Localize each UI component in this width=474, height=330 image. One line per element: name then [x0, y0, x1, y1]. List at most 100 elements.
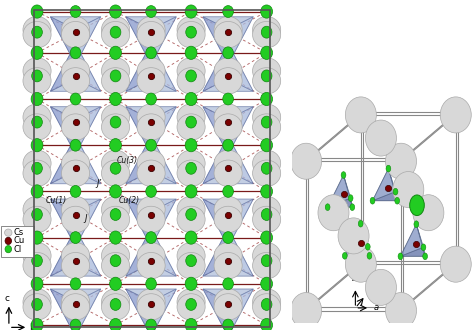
- Circle shape: [186, 162, 196, 174]
- Text: c: c: [367, 289, 371, 298]
- Ellipse shape: [253, 289, 281, 315]
- Circle shape: [109, 277, 121, 290]
- Ellipse shape: [253, 114, 281, 140]
- Ellipse shape: [413, 195, 444, 231]
- Ellipse shape: [177, 16, 205, 43]
- Ellipse shape: [291, 292, 322, 329]
- Polygon shape: [75, 107, 100, 154]
- Ellipse shape: [137, 68, 165, 94]
- Polygon shape: [328, 175, 352, 207]
- Ellipse shape: [177, 160, 205, 186]
- Circle shape: [185, 185, 197, 198]
- Ellipse shape: [137, 289, 165, 315]
- Polygon shape: [228, 107, 253, 154]
- Polygon shape: [151, 289, 176, 330]
- Circle shape: [32, 298, 42, 310]
- Circle shape: [414, 221, 419, 228]
- Ellipse shape: [23, 206, 51, 233]
- Circle shape: [261, 277, 273, 290]
- Polygon shape: [203, 136, 228, 184]
- Polygon shape: [50, 136, 75, 184]
- Ellipse shape: [137, 58, 165, 84]
- Polygon shape: [401, 247, 425, 256]
- Ellipse shape: [177, 104, 205, 130]
- Polygon shape: [50, 107, 75, 154]
- Circle shape: [261, 318, 273, 330]
- Circle shape: [32, 255, 42, 267]
- Ellipse shape: [177, 58, 205, 84]
- Polygon shape: [126, 289, 151, 330]
- Polygon shape: [126, 263, 176, 276]
- Polygon shape: [203, 44, 253, 91]
- Polygon shape: [126, 107, 176, 119]
- Ellipse shape: [62, 104, 90, 130]
- Circle shape: [146, 319, 156, 330]
- Ellipse shape: [177, 21, 205, 48]
- Polygon shape: [75, 199, 100, 247]
- Circle shape: [341, 172, 346, 179]
- Polygon shape: [203, 107, 253, 119]
- Circle shape: [261, 5, 273, 18]
- Circle shape: [70, 232, 81, 244]
- Ellipse shape: [137, 160, 165, 186]
- Text: a: a: [374, 304, 379, 313]
- Circle shape: [186, 70, 196, 82]
- Polygon shape: [126, 136, 151, 184]
- FancyBboxPatch shape: [1, 226, 34, 257]
- Circle shape: [31, 46, 43, 59]
- Polygon shape: [126, 199, 176, 212]
- Ellipse shape: [137, 104, 165, 130]
- Polygon shape: [50, 79, 100, 91]
- Circle shape: [386, 165, 391, 172]
- Ellipse shape: [101, 114, 129, 140]
- Ellipse shape: [137, 16, 165, 43]
- Ellipse shape: [214, 16, 242, 43]
- Polygon shape: [75, 289, 100, 330]
- Polygon shape: [373, 169, 397, 201]
- Polygon shape: [126, 171, 176, 184]
- Ellipse shape: [365, 120, 396, 156]
- Ellipse shape: [101, 150, 129, 177]
- Ellipse shape: [62, 294, 90, 320]
- Ellipse shape: [253, 16, 281, 43]
- Ellipse shape: [101, 294, 129, 320]
- Polygon shape: [228, 17, 253, 64]
- Circle shape: [223, 185, 233, 197]
- Ellipse shape: [62, 150, 90, 177]
- Ellipse shape: [214, 252, 242, 279]
- Ellipse shape: [177, 206, 205, 233]
- Polygon shape: [151, 44, 176, 91]
- Ellipse shape: [214, 150, 242, 177]
- Ellipse shape: [214, 68, 242, 94]
- Ellipse shape: [137, 243, 165, 269]
- Text: J’: J’: [96, 180, 101, 188]
- Circle shape: [110, 70, 121, 82]
- Ellipse shape: [101, 160, 129, 186]
- Ellipse shape: [214, 289, 242, 315]
- Polygon shape: [203, 199, 253, 212]
- Ellipse shape: [253, 243, 281, 269]
- Polygon shape: [203, 289, 253, 302]
- Circle shape: [261, 92, 273, 106]
- Polygon shape: [50, 289, 75, 330]
- Polygon shape: [203, 136, 253, 184]
- Polygon shape: [203, 199, 228, 247]
- Polygon shape: [75, 44, 100, 91]
- Polygon shape: [203, 263, 253, 276]
- Circle shape: [423, 253, 428, 260]
- Circle shape: [261, 70, 272, 82]
- Polygon shape: [126, 228, 176, 276]
- Ellipse shape: [101, 68, 129, 94]
- Polygon shape: [203, 107, 253, 154]
- Text: Cu(2): Cu(2): [118, 196, 140, 205]
- Ellipse shape: [62, 196, 90, 223]
- Circle shape: [146, 93, 156, 105]
- Circle shape: [186, 298, 196, 310]
- Text: J: J: [84, 214, 87, 223]
- Ellipse shape: [101, 243, 129, 269]
- Polygon shape: [126, 17, 176, 29]
- Ellipse shape: [177, 150, 205, 177]
- Circle shape: [32, 162, 42, 174]
- Polygon shape: [50, 289, 100, 330]
- Circle shape: [146, 232, 156, 244]
